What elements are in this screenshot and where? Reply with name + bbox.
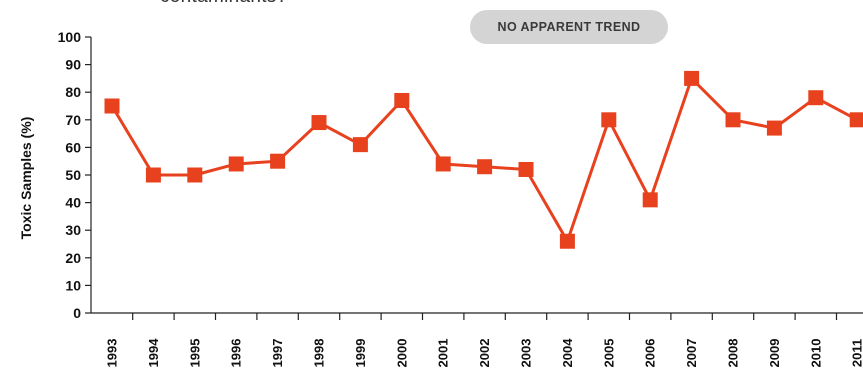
y-tick-label: 50 <box>65 167 81 183</box>
data-point <box>518 161 534 177</box>
y-tick-label: 0 <box>73 305 81 321</box>
x-tick-label: 2004 <box>560 338 575 368</box>
y-tick-label: 70 <box>65 112 81 128</box>
data-point <box>808 90 824 106</box>
x-tick-label: 2010 <box>808 339 823 368</box>
data-point <box>187 167 203 183</box>
y-tick-label: 90 <box>65 57 81 73</box>
data-point <box>352 137 368 153</box>
data-point <box>684 70 700 86</box>
x-tick-label: 1995 <box>187 339 202 368</box>
data-point <box>104 98 120 114</box>
chart-question-fragment: contaminants? <box>160 0 287 8</box>
data-point <box>849 112 863 128</box>
x-tick-label: 1994 <box>146 338 161 368</box>
x-tick-label: 1996 <box>229 339 244 368</box>
y-tick-label: 100 <box>58 29 82 45</box>
data-point <box>394 92 410 108</box>
data-point <box>559 233 575 249</box>
x-tick-label: 2002 <box>477 339 492 368</box>
data-point <box>311 115 327 131</box>
data-point <box>145 167 161 183</box>
x-tick-label: 2006 <box>643 339 658 368</box>
x-tick-label: 2001 <box>436 339 451 368</box>
x-tick-label: 2000 <box>394 339 409 368</box>
y-tick-label: 40 <box>65 195 81 211</box>
x-tick-label: 2008 <box>726 339 741 368</box>
x-tick-label: 2003 <box>519 339 534 368</box>
x-tick-label: 2011 <box>850 339 863 367</box>
x-tick-label: 2005 <box>601 339 616 368</box>
data-point <box>766 120 782 136</box>
trend-badge: NO APPARENT TREND <box>470 10 668 44</box>
x-tick-label: 2007 <box>684 339 699 368</box>
x-tick-label: 1998 <box>312 339 327 368</box>
x-tick-label: 1997 <box>270 339 285 368</box>
data-point <box>642 192 658 208</box>
data-point <box>270 153 286 169</box>
data-point <box>601 112 617 128</box>
y-tick-label: 30 <box>65 222 81 238</box>
y-tick-label: 20 <box>65 250 81 266</box>
data-point <box>435 156 451 172</box>
x-tick-label: 1999 <box>353 339 368 368</box>
y-tick-label: 60 <box>65 139 81 155</box>
x-tick-label: 1993 <box>105 339 120 368</box>
data-point <box>477 159 493 175</box>
x-tick-label: 2009 <box>767 339 782 368</box>
trend-badge-label: NO APPARENT TREND <box>497 20 641 34</box>
data-point <box>725 112 741 128</box>
data-point <box>228 156 244 172</box>
y-tick-label: 80 <box>65 84 81 100</box>
y-tick-label: 10 <box>65 277 81 293</box>
